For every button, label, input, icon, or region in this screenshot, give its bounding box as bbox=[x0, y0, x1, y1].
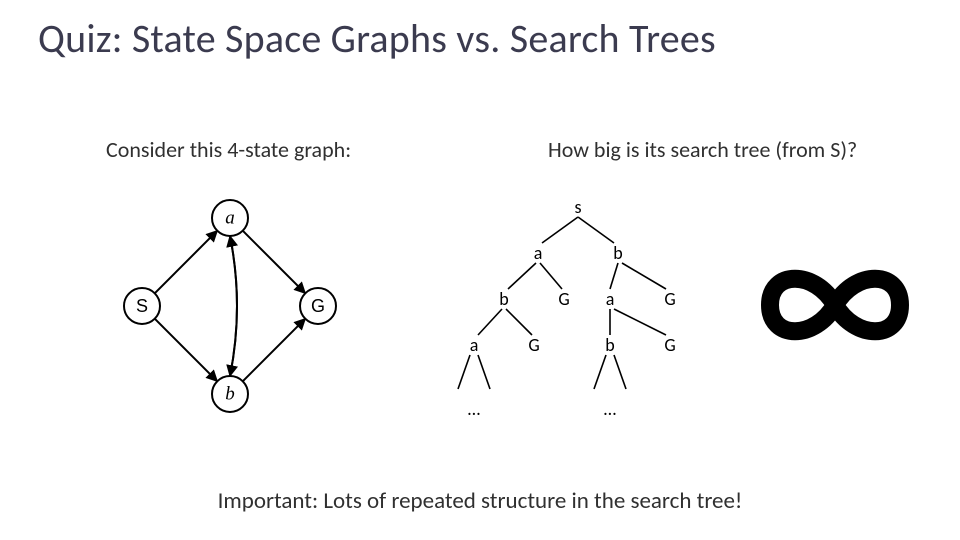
tree-edge bbox=[478, 355, 490, 389]
graph-edge bbox=[243, 231, 306, 294]
tree-node: G bbox=[664, 288, 675, 310]
tree-node: G bbox=[558, 288, 569, 310]
tree-node: s bbox=[574, 196, 581, 218]
tree-node: b bbox=[613, 242, 622, 264]
tree-edge bbox=[540, 263, 562, 289]
tree-edge bbox=[478, 309, 502, 335]
tree-node: a bbox=[534, 242, 543, 264]
tree-node: G bbox=[528, 334, 539, 356]
tree-edge bbox=[614, 309, 666, 335]
graph-edge bbox=[243, 319, 306, 382]
infinity-svg bbox=[750, 255, 920, 355]
tree-node: … bbox=[468, 398, 480, 420]
tree-node: b bbox=[605, 334, 614, 356]
infinity-icon bbox=[750, 255, 920, 355]
graph-svg: a S Gb bbox=[110, 190, 350, 420]
footer-note: Important: Lots of repeated structure in… bbox=[0, 487, 960, 515]
tree-node: a bbox=[470, 334, 479, 356]
tree-svg: s a b b Ga Ga Gb G … … bbox=[448, 195, 708, 455]
graph-edge bbox=[230, 236, 237, 376]
slide: Quiz: State Space Graphs vs. Search Tree… bbox=[0, 0, 960, 540]
search-tree: s a b b Ga Ga Gb G … … bbox=[448, 195, 708, 455]
tree-edge bbox=[594, 355, 606, 389]
left-caption: Consider this 4-state graph: bbox=[106, 136, 351, 163]
tree-edge bbox=[614, 355, 626, 389]
slide-title: Quiz: State Space Graphs vs. Search Tree… bbox=[38, 14, 716, 63]
right-caption: How big is its search tree (from S)? bbox=[548, 136, 857, 163]
tree-edge bbox=[508, 263, 536, 289]
graph-node-label-S: S bbox=[136, 296, 148, 316]
graph-node-label-a: a bbox=[225, 208, 235, 229]
tree-edge bbox=[542, 217, 578, 243]
graph-node-label-b: b bbox=[225, 384, 235, 405]
tree-node: b bbox=[499, 288, 508, 310]
tree-edge bbox=[610, 263, 618, 289]
graph-edge bbox=[155, 319, 218, 382]
tree-edge bbox=[622, 263, 666, 289]
tree-node: a bbox=[606, 288, 615, 310]
graph-node-label-G: G bbox=[311, 296, 325, 316]
tree-node: G bbox=[664, 334, 675, 356]
state-space-graph: a S Gb bbox=[110, 190, 350, 420]
tree-node: … bbox=[604, 398, 616, 420]
tree-edge bbox=[506, 309, 532, 335]
tree-edge bbox=[578, 217, 614, 243]
tree-edge bbox=[458, 355, 470, 389]
graph-edge bbox=[155, 231, 218, 294]
